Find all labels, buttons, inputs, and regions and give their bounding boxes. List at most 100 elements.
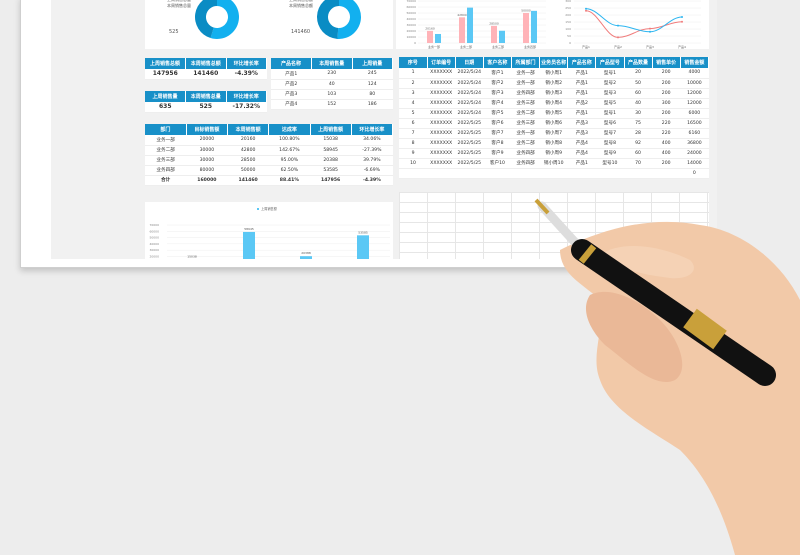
table-cell: 2 [399,78,428,89]
legend-label: 上周销售额 [261,206,278,211]
bar [300,256,312,259]
bar [523,13,529,43]
kpi-amount-table: 上周销售总额 本周销售总额 环比增长率 147956 141460 -4.39% [145,58,267,80]
x-tick-label: 产品4 [678,44,686,49]
table-cell: 50 [624,78,653,89]
table-cell: 3 [399,88,428,99]
table-cell: 销小周9 [539,148,568,159]
table-cell: XXXXXXX [427,148,456,159]
fingers [585,291,683,382]
column-header: 订单编号 [427,57,456,68]
table-cell: 16500 [680,118,709,129]
y-tick-label: 40000 [149,242,159,246]
column-header: 产品数量 [624,57,653,68]
column-header: 销售单价 [652,57,681,68]
table-row: 635 525 -17.32% [145,102,267,113]
table-cell: 产品1 [567,68,596,79]
table-cell: 产品1 [567,78,596,89]
data-point [681,20,683,23]
column-header: 本周销售总量 [185,91,227,102]
table-cell: 62.50% [268,165,310,176]
data-label: 58945 [244,227,254,231]
y-tick-label: 50000 [406,11,416,15]
table-row: 9 XXXXXXX 2022/5/25 客户9 业务四部 销小周9 产品4 型号9 60 400 2… [399,148,709,159]
table-cell: 产品3 [567,118,596,129]
table-cell: 220 [652,128,681,139]
data-point [681,15,683,18]
legend-label: 上周销售总额 [289,0,313,2]
x-tick-label: 产品2 [614,44,622,49]
thumb [600,245,694,279]
table-cell: 业务二部 [511,108,540,119]
table-cell [511,168,540,179]
table-cell: -6.69% [351,165,393,176]
bar [467,7,473,44]
table-cell: 95.00% [268,155,310,166]
column-header: 所属部门 [511,57,541,68]
table-cell: 型号5 [595,98,624,109]
table-cell: 400 [652,148,681,159]
last-week-sales-chart-panel: 上周销售额 20000 30000 40000 50000 60000 70000 15038… [145,202,393,259]
table-cell: 28500 [227,155,269,166]
table-cell [652,168,681,179]
table-cell: 业务一部 [511,78,540,89]
table-cell: 141460 [185,69,226,80]
table-cell: 220 [652,118,681,129]
table-cell: 销小周4 [539,98,568,109]
table-cell: -4.39% [226,69,267,80]
table-cell: 10000 [680,78,709,89]
table-cell: 34.06% [351,135,393,146]
table-cell: 4000 [680,68,709,79]
table-cell: 客户8 [483,138,512,149]
table-cell: 200 [652,158,681,169]
table-cell: 186 [352,99,393,110]
table-cell: XXXXXXX [427,88,456,99]
table-cell: 型号1 [595,108,624,119]
table-cell: 152 [311,99,352,110]
x-tick-label: 产品3 [646,44,654,49]
table-row: 147956 141460 -4.39% [145,69,267,80]
table-cell: 58945 [310,145,352,156]
table-cell: 产品1 [567,158,596,169]
table-cell: 14000 [680,158,709,169]
table-cell: 产品3 [567,128,596,139]
data-point [585,9,587,12]
table-cell: 200 [652,88,681,99]
table-row: 4 XXXXXXX 2022/5/24 客户4 业务三部 销小周4 产品2 型号5 40 300 1… [399,98,709,109]
table-row: 10 XXXXXXX 2022/5/25 客户10 业务四部 销小周10 产品1 型号10 70… [399,158,709,169]
table-cell: 6160 [680,128,709,139]
table-cell: 30 [624,108,653,119]
table-cell: 业务一部 [145,135,187,146]
data-point [649,27,651,30]
table-cell: XXXXXXX [427,108,456,119]
table-cell: 42800 [227,145,269,156]
table-cell: XXXXXXX [427,98,456,109]
table-cell: 型号10 [595,158,624,169]
table-cell: 2022/5/25 [455,138,484,149]
table-cell: 客户7 [483,128,512,139]
table-cell: 230 [311,69,352,80]
donut-slice [195,0,217,39]
x-tick-label: 产品1 [582,44,590,49]
total-row: 0 [399,168,709,179]
table-cell: 客户10 [483,158,512,169]
last-week-sales-chart: 上周销售额 20000 30000 40000 50000 60000 70000 15038… [149,206,390,259]
table-cell: 业务四部 [511,158,540,169]
bar [243,231,255,259]
table-cell: 产品2 [567,98,596,109]
x-tick-label: 业务一部 [428,44,440,49]
table-cell: 20160 [227,135,269,146]
table-cell: 业务三部 [511,118,540,129]
table-cell: 业务二部 [511,138,540,149]
table-cell: 635 [145,102,186,113]
table-cell: 103 [311,89,352,100]
column-header: 本周销售量 [311,58,353,69]
table-cell: 销小周8 [539,138,568,149]
table-cell: 4 [399,98,428,109]
table-row: 业务三部 30000 28500 95.00% 20388 39.79% [145,155,393,166]
column-header: 上周销售总额 [145,58,186,69]
table-cell: 型号6 [595,118,624,129]
table-cell: 客户9 [483,148,512,159]
y-tick-label: 50000 [149,236,159,240]
